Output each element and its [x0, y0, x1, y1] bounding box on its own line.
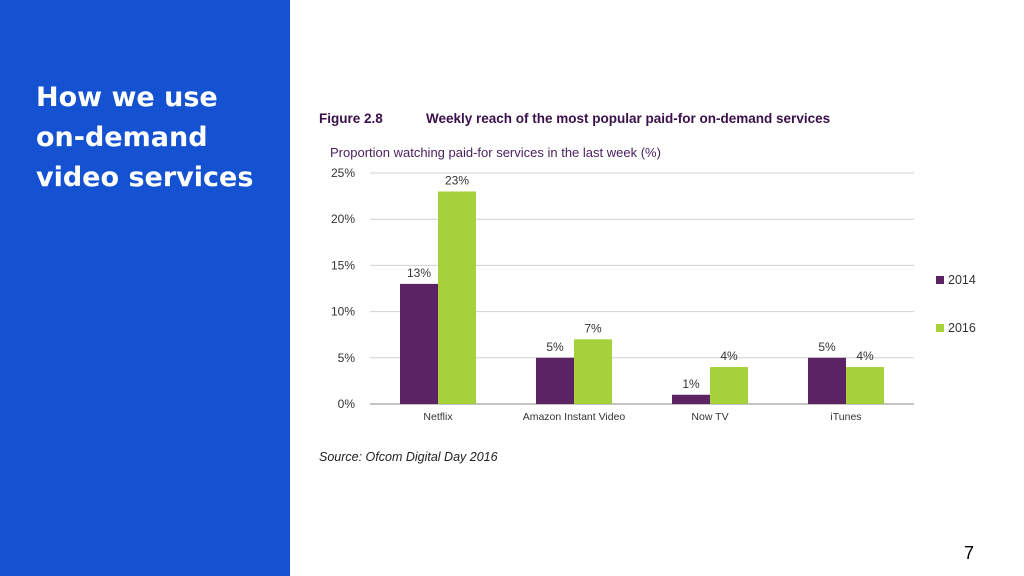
legend-label: 2016: [948, 321, 976, 335]
x-tick-label: Now TV: [691, 411, 728, 423]
page-number: 7: [964, 543, 975, 563]
y-tick-label: 0%: [338, 397, 356, 411]
data-label: 4%: [856, 349, 874, 363]
bar-2016: [710, 367, 748, 404]
x-tick-label: Netflix: [423, 411, 453, 423]
data-label: 7%: [584, 321, 602, 335]
bar-2016: [438, 191, 476, 404]
y-tick-label: 25%: [331, 166, 355, 180]
source-note: Source: Ofcom Digital Day 2016: [319, 450, 498, 464]
bar-2014: [672, 394, 710, 404]
y-tick-label: 10%: [331, 305, 355, 319]
bar-2016: [846, 367, 884, 404]
x-tick-label: Amazon Instant Video: [523, 411, 626, 423]
data-label: 23%: [445, 173, 469, 187]
legend-label: 2014: [948, 273, 976, 287]
figure-label: Figure 2.8: [319, 111, 383, 126]
data-label: 5%: [546, 340, 564, 354]
y-tick-label: 5%: [338, 351, 356, 365]
bar-chart: 0% 5% 10% 15% 20% 25% 13% 23% Netflix 5% 7% Amazon …: [331, 166, 976, 423]
legend-swatch-2014: [936, 276, 944, 284]
bar-2014: [400, 283, 438, 404]
chart-subtitle: Proportion watching paid-for services in…: [330, 145, 661, 160]
bar-2014: [536, 357, 574, 404]
figure-title: Weekly reach of the most popular paid-fo…: [426, 111, 831, 126]
y-tick-label: 15%: [331, 258, 355, 272]
data-label: 4%: [720, 349, 738, 363]
x-tick-label: iTunes: [830, 411, 861, 423]
y-tick-label: 20%: [331, 212, 355, 226]
title-panel: How we use on-demand video services: [0, 0, 290, 576]
bar-2016: [574, 339, 612, 404]
bar-2014: [808, 357, 846, 404]
legend-swatch-2016: [936, 324, 944, 332]
data-label: 13%: [407, 266, 431, 280]
data-label: 1%: [682, 377, 700, 391]
slide-title: How we use on-demand video services: [36, 82, 254, 193]
data-label: 5%: [818, 340, 836, 354]
